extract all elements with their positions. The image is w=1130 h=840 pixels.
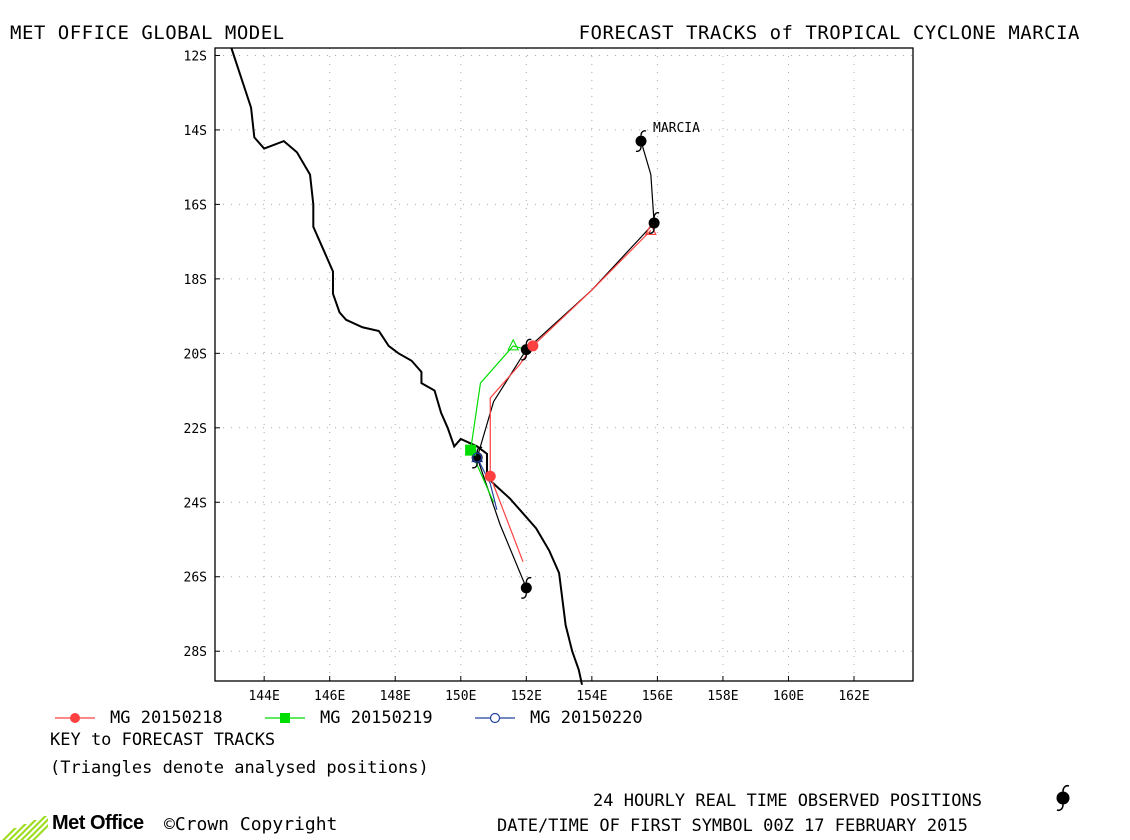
lon-tick-label: 154E bbox=[576, 689, 607, 704]
met-office-logo-text: Met Office bbox=[52, 812, 144, 834]
storm-label: MARCIA bbox=[653, 121, 700, 136]
left-title: MET OFFICE GLOBAL MODEL bbox=[10, 22, 285, 44]
gridlines bbox=[215, 48, 913, 681]
coastline bbox=[230, 47, 584, 685]
map-frame bbox=[214, 47, 914, 682]
lat-tick-label: 26S bbox=[184, 571, 207, 586]
lon-tick-label: 156E bbox=[642, 689, 673, 704]
key-note: (Triangles denote analysed positions) bbox=[50, 758, 429, 778]
cyclone-symbol-arm bbox=[521, 355, 528, 361]
copyright-text: ©Crown Copyright bbox=[164, 814, 338, 835]
lon-tick-label: 150E bbox=[445, 689, 476, 704]
lat-tick-label: 14S bbox=[184, 124, 207, 139]
cyclone-symbol-arm bbox=[525, 338, 532, 345]
analysed-triangle-1 bbox=[644, 223, 657, 236]
lon-tick-label: 148E bbox=[380, 689, 411, 704]
cyclone-symbol-icon bbox=[520, 576, 532, 599]
cyclone-symbol-arm bbox=[648, 228, 655, 234]
cyclone-symbol-arm bbox=[471, 463, 478, 469]
lon-tick-label: 146E bbox=[314, 689, 345, 704]
forecast-marker-2 bbox=[465, 444, 477, 456]
legend-label-1: MG 20150218 bbox=[110, 708, 223, 728]
lat-tick-label: 20S bbox=[184, 347, 207, 362]
legend-swatch-3 bbox=[475, 708, 515, 728]
cyclone-symbol-arm bbox=[640, 130, 647, 136]
lat-tick-label: 22S bbox=[184, 422, 207, 437]
legend-label-3: MG 20150220 bbox=[530, 708, 643, 728]
met-office-logo-icon bbox=[2, 816, 48, 840]
lon-tick-label: 160E bbox=[773, 689, 804, 704]
right-title: FORECAST TRACKS of TROPICAL CYCLONE MARC… bbox=[578, 22, 1080, 44]
lat-tick-label: 12S bbox=[184, 49, 207, 64]
cyclone-symbol-arm bbox=[635, 146, 642, 153]
forecast-track-1 bbox=[489, 230, 652, 563]
forecast-marker-3 bbox=[472, 452, 483, 463]
cyclone-symbol-core bbox=[648, 217, 660, 229]
coastline-path bbox=[230, 47, 584, 685]
cyclone-symbol-icon bbox=[1056, 784, 1070, 812]
lat-tick-label: 18S bbox=[184, 273, 207, 288]
cyclone-symbol-arm bbox=[476, 446, 483, 453]
lon-tick-label: 162E bbox=[838, 689, 869, 704]
lon-tick-label: 158E bbox=[707, 689, 738, 704]
lon-tick-label: 144E bbox=[248, 689, 279, 704]
key-title: KEY to FORECAST TRACKS bbox=[50, 730, 276, 750]
observed-positions-text: 24 HOURLY REAL TIME OBSERVED POSITIONS bbox=[593, 791, 982, 811]
cyclone-symbol-arm bbox=[521, 593, 528, 599]
legend-label-2: MG 20150219 bbox=[320, 708, 433, 728]
legend-swatch-1 bbox=[55, 708, 95, 728]
cyclone-symbol-core bbox=[520, 582, 532, 594]
axis-labels: 12S 14S 16S 18S 20S 22S 24S 26S 28S 144E 146E 148E 1… bbox=[184, 49, 870, 704]
lon-tick-label: 152E bbox=[511, 689, 542, 704]
cyclone-symbols bbox=[465, 130, 660, 599]
forecast-track-2 bbox=[469, 345, 527, 503]
cyclone-symbol-arm bbox=[525, 576, 532, 583]
cyclone-symbol-icon bbox=[648, 212, 660, 234]
lat-tick-label: 24S bbox=[184, 496, 207, 511]
forecast-track-3 bbox=[476, 457, 498, 510]
cyclone-symbol-icon bbox=[635, 130, 647, 153]
observed-track-line bbox=[476, 136, 655, 589]
lat-tick-label: 28S bbox=[184, 645, 207, 660]
observed-track bbox=[476, 136, 655, 589]
lat-tick-label: 16S bbox=[184, 198, 207, 213]
datetime-text: DATE/TIME OF FIRST SYMBOL 00Z 17 FEBRUAR… bbox=[497, 816, 968, 836]
forecast-marker-1 bbox=[527, 340, 539, 352]
forecast-marker-1 bbox=[484, 470, 496, 482]
analysed-triangle-2 bbox=[507, 338, 520, 351]
legend-swatch-2 bbox=[265, 708, 305, 728]
cyclone-symbol-arm bbox=[653, 212, 660, 218]
cyclone-symbol-core bbox=[635, 135, 647, 147]
